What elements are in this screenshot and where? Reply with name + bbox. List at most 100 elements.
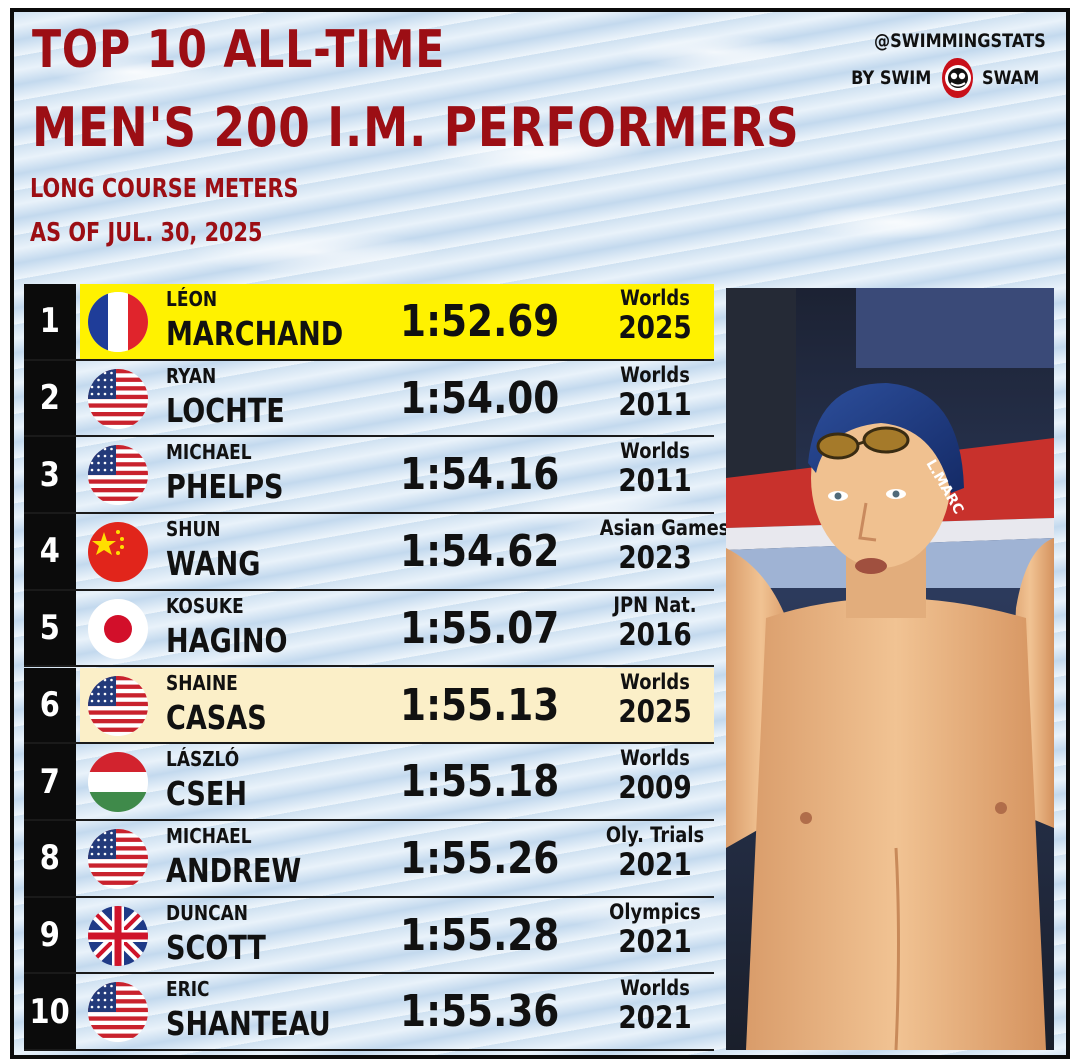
meet-year: 2021 bbox=[618, 1000, 692, 1037]
usa-flag-icon bbox=[88, 828, 148, 889]
ranking-cell: MICHAEL PHELPS 1:54.16 Worlds 2011 bbox=[80, 437, 714, 512]
rank-number: 6 bbox=[24, 667, 76, 743]
usa-flag-icon bbox=[88, 675, 148, 736]
rank-number: 2 bbox=[24, 360, 76, 436]
meet-name: Worlds bbox=[620, 746, 690, 771]
first-name: DUNCAN bbox=[166, 900, 249, 925]
swim-time-value: 1:55.18 bbox=[400, 756, 560, 808]
swim-time: 1:55.07 bbox=[380, 603, 580, 654]
ranking-row: 3 MICHAEL PHELPS 1:54.16 Worlds 2011 bbox=[24, 437, 714, 515]
rank-number: 8 bbox=[24, 820, 76, 896]
meet-name: Worlds bbox=[620, 439, 690, 464]
meet-info: Oly. Trials 2021 bbox=[590, 823, 720, 883]
ranking-row: 8 MICHAEL ANDREW 1:55.26 Oly. Trials 2021 bbox=[24, 820, 714, 898]
ranking-cell: MICHAEL ANDREW 1:55.26 Oly. Trials 2021 bbox=[80, 821, 714, 896]
swim-time-value: 1:55.07 bbox=[400, 602, 560, 654]
subtitle-course: LONG COURSE METERS bbox=[30, 174, 299, 204]
first-name: MICHAEL bbox=[166, 440, 252, 465]
meet-info: Worlds 2009 bbox=[590, 746, 720, 806]
meet-name: Olympics bbox=[609, 899, 701, 924]
ranking-cell: RYAN LOCHTE 1:54.00 Worlds 2011 bbox=[80, 361, 714, 436]
ranking-row: 1 LÉON MARCHAND 1:52.69 Worlds 2025 bbox=[24, 284, 714, 361]
rank-label: 8 bbox=[39, 838, 61, 879]
meet-info: Worlds 2011 bbox=[590, 363, 720, 423]
rank-label: 6 bbox=[39, 684, 61, 725]
hungary-flag-icon bbox=[88, 752, 148, 813]
rank-label: 9 bbox=[39, 914, 61, 955]
swim-time: 1:55.18 bbox=[380, 756, 580, 807]
rank-label: 4 bbox=[39, 531, 61, 572]
swim-time: 1:55.28 bbox=[380, 910, 580, 961]
title-line-1: TOP 10 ALL-TIME bbox=[32, 20, 446, 80]
meet-name: Worlds bbox=[620, 286, 690, 310]
meet-name: Worlds bbox=[620, 669, 690, 694]
meet-name: Asian Games bbox=[599, 516, 730, 541]
rank-label: 2 bbox=[39, 378, 61, 419]
last-name: LOCHTE bbox=[166, 390, 285, 430]
first-name: RYAN bbox=[166, 363, 217, 388]
meet-info: Worlds 2025 bbox=[590, 286, 720, 346]
rank-number: 4 bbox=[24, 514, 76, 589]
brand-byline: BY SWIM SWAM bbox=[844, 58, 1044, 98]
brand-handle: @SWIMMINGSTATS bbox=[874, 30, 1046, 52]
swimswam-logo-icon bbox=[942, 58, 973, 98]
ranking-cell: SHUN WANG 1:54.62 Asian Games 2023 bbox=[80, 514, 729, 589]
brand-block: @SWIMMINGSTATS BY SWIM SWAM bbox=[844, 30, 1046, 98]
meet-name: JPN Nat. bbox=[613, 592, 697, 617]
swim-time: 1:54.00 bbox=[380, 373, 580, 424]
meet-info: Worlds 2021 bbox=[590, 976, 720, 1036]
swim-time-value: 1:55.28 bbox=[400, 909, 560, 961]
meet-year: 2016 bbox=[618, 616, 692, 653]
rank-number: 1 bbox=[24, 284, 76, 359]
last-name: MARCHAND bbox=[166, 314, 344, 353]
swim-time-value: 1:55.36 bbox=[400, 986, 560, 1038]
last-name: PHELPS bbox=[166, 467, 284, 507]
usa-flag-icon bbox=[88, 445, 148, 506]
usa-flag-icon bbox=[88, 982, 148, 1043]
ranking-cell: DUNCAN SCOTT 1:55.28 Olympics 2021 bbox=[80, 898, 714, 973]
meet-year: 2025 bbox=[618, 310, 692, 346]
meet-info: Worlds 2025 bbox=[590, 670, 720, 730]
china-flag-icon bbox=[88, 522, 148, 583]
rank-number: 7 bbox=[24, 744, 76, 819]
meet-info: Worlds 2011 bbox=[590, 439, 720, 499]
ranking-row: 6 SHAINE CASAS 1:55.13 Worlds 2025 bbox=[24, 667, 714, 745]
swim-time-value: 1:54.16 bbox=[400, 449, 560, 501]
meet-info: Olympics 2021 bbox=[590, 900, 720, 960]
rank-label: 3 bbox=[39, 454, 61, 495]
rankings-table: 1 LÉON MARCHAND 1:52.69 Worlds 2025 2 RYAN LOCHT… bbox=[24, 284, 729, 1051]
ranking-row: 7 LÁSZLÓ CSEH 1:55.18 Worlds 2009 bbox=[24, 744, 714, 821]
last-name: WANG bbox=[166, 544, 261, 584]
rank-label: 10 bbox=[29, 991, 71, 1032]
first-name: SHAINE bbox=[166, 670, 238, 695]
meet-year: 2023 bbox=[618, 540, 692, 577]
title-line-2: MEN'S 200 I.M. PERFORMERS bbox=[32, 96, 800, 159]
swim-time: 1:52.69 bbox=[380, 296, 580, 347]
rank-number: 5 bbox=[24, 590, 76, 666]
first-name: LÉON bbox=[166, 287, 218, 311]
meet-name: Oly. Trials bbox=[605, 822, 705, 847]
ranking-cell: ERIC SHANTEAU 1:55.36 Worlds 2021 bbox=[80, 974, 714, 1049]
rank-label: 7 bbox=[39, 761, 61, 802]
swim-time-value: 1:55.13 bbox=[400, 679, 560, 731]
rank-label: 5 bbox=[39, 608, 61, 649]
swim-time: 1:55.13 bbox=[380, 680, 580, 731]
ranking-cell: LÁSZLÓ CSEH 1:55.18 Worlds 2009 bbox=[80, 744, 714, 819]
swim-time-value: 1:54.62 bbox=[400, 526, 560, 578]
meet-year: 2021 bbox=[618, 846, 692, 883]
last-name: CSEH bbox=[166, 774, 247, 814]
first-name: LÁSZLÓ bbox=[166, 747, 240, 772]
swim-time: 1:55.26 bbox=[380, 833, 580, 884]
last-name: CASAS bbox=[166, 697, 267, 737]
swim-time-value: 1:52.69 bbox=[400, 296, 560, 347]
first-name: KOSUKE bbox=[166, 593, 244, 618]
rank-number: 9 bbox=[24, 897, 76, 973]
swimmer-photo: L.MARC bbox=[726, 288, 1054, 1050]
first-name: ERIC bbox=[166, 977, 210, 1002]
ranking-row: 5 KOSUKE HAGINO 1:55.07 JPN Nat. 2016 bbox=[24, 590, 714, 668]
swim-time-value: 1:54.00 bbox=[400, 372, 560, 424]
brand-by-label: BY SWIM bbox=[851, 67, 932, 89]
swim-time-value: 1:55.26 bbox=[400, 832, 560, 884]
meet-info: Asian Games 2023 bbox=[590, 516, 730, 577]
first-name: MICHAEL bbox=[166, 823, 252, 848]
